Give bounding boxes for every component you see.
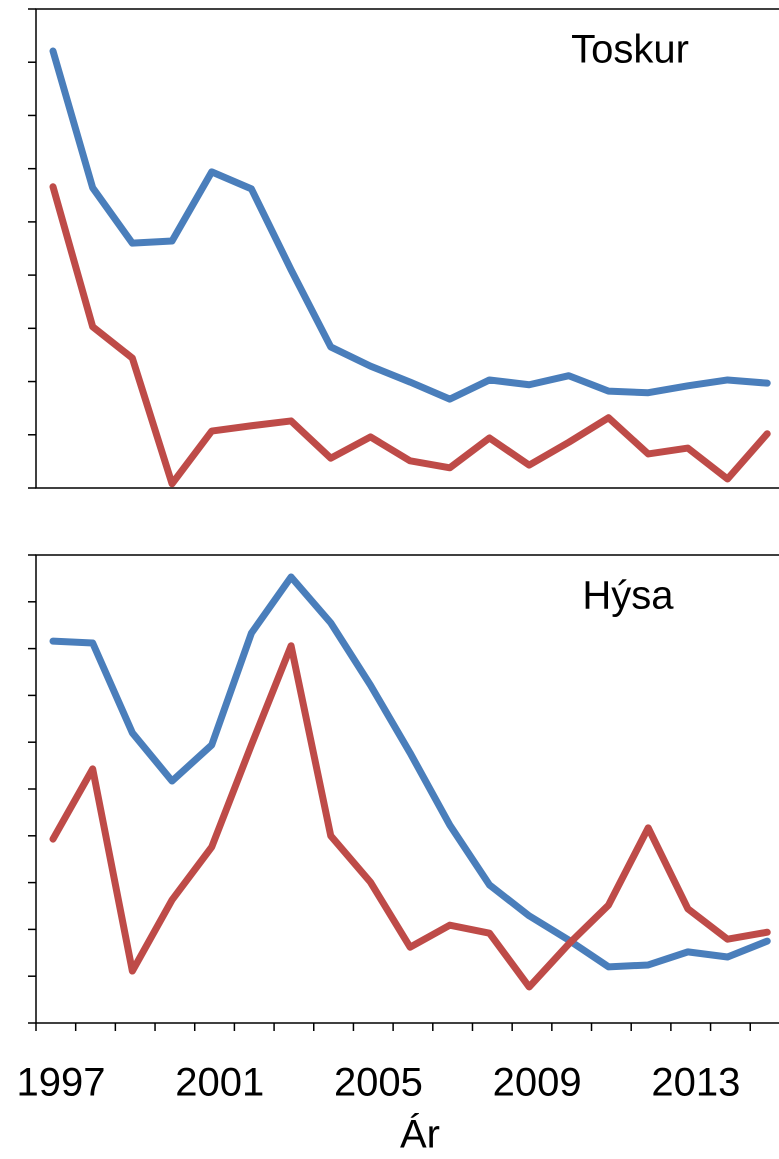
chart-title: Toskur: [571, 28, 689, 72]
x-tick-label: 2001: [175, 1061, 264, 1105]
x-tick-label: 2009: [493, 1061, 582, 1105]
plot-frame: [35, 8, 779, 489]
data-line: [49, 183, 771, 488]
x-tick-label: 2013: [651, 1061, 740, 1105]
data-line: [49, 642, 771, 991]
x-tick-label: 1997: [17, 1061, 106, 1105]
data-line: [49, 573, 771, 971]
x-tick-label: 2005: [334, 1061, 423, 1105]
chart-title: Hýsa: [582, 574, 674, 618]
data-line: [49, 47, 771, 403]
x-axis-label: Ár: [400, 1112, 440, 1157]
plot-frame: [35, 554, 779, 1024]
